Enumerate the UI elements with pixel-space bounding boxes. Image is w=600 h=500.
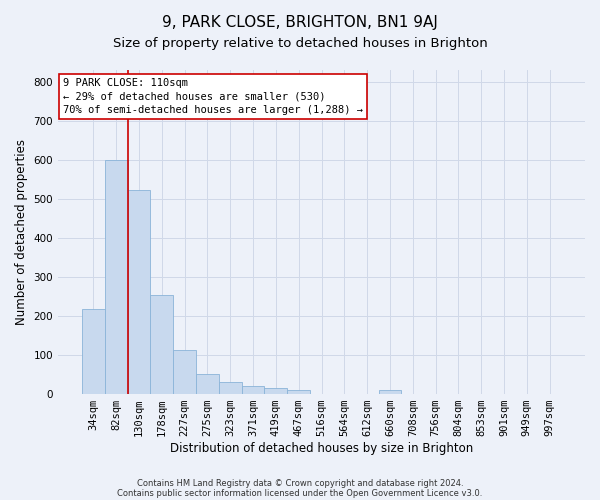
Text: Size of property relative to detached houses in Brighton: Size of property relative to detached ho… bbox=[113, 38, 487, 51]
Bar bbox=[196, 374, 219, 394]
Bar bbox=[128, 190, 151, 394]
Bar bbox=[219, 382, 242, 394]
Text: Contains public sector information licensed under the Open Government Licence v3: Contains public sector information licen… bbox=[118, 488, 482, 498]
Bar bbox=[173, 350, 196, 394]
Bar bbox=[242, 386, 265, 394]
Bar bbox=[82, 309, 105, 394]
Y-axis label: Number of detached properties: Number of detached properties bbox=[15, 139, 28, 325]
Text: 9, PARK CLOSE, BRIGHTON, BN1 9AJ: 9, PARK CLOSE, BRIGHTON, BN1 9AJ bbox=[162, 15, 438, 30]
X-axis label: Distribution of detached houses by size in Brighton: Distribution of detached houses by size … bbox=[170, 442, 473, 455]
Bar bbox=[105, 160, 128, 394]
Bar bbox=[379, 390, 401, 394]
Text: Contains HM Land Registry data © Crown copyright and database right 2024.: Contains HM Land Registry data © Crown c… bbox=[137, 478, 463, 488]
Bar bbox=[151, 294, 173, 394]
Bar bbox=[287, 390, 310, 394]
Text: 9 PARK CLOSE: 110sqm
← 29% of detached houses are smaller (530)
70% of semi-deta: 9 PARK CLOSE: 110sqm ← 29% of detached h… bbox=[64, 78, 364, 114]
Bar bbox=[265, 388, 287, 394]
